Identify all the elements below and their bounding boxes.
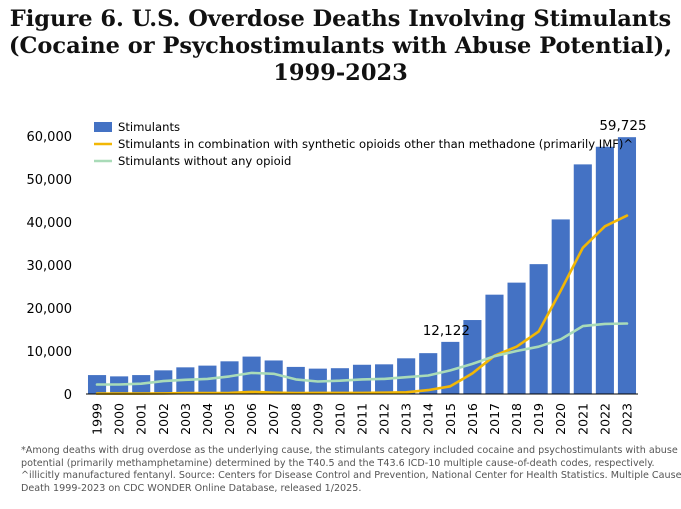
x-tick-label-2016: 2016 [465,403,480,435]
bar-2014 [419,353,438,394]
x-tick-label-2020: 2020 [553,403,568,435]
footnote: *Among deaths with drug overdose as the … [21,445,681,495]
legend-label-stimulants-in-combination-with-synthetic: Stimulants in combination with synthetic… [118,137,633,151]
chart-title: Figure 6. U.S. Overdose Deaths Involving… [0,6,681,87]
x-tick-label-2004: 2004 [200,403,215,435]
annotation-2023: 59,725 [599,118,646,134]
x-tick-label-2022: 2022 [597,403,612,435]
x-tick-label-2019: 2019 [531,403,546,435]
footnote-line-2: potential (primarily methamphetamine) de… [21,457,655,469]
y-tick-label-50000: 50,000 [27,173,73,188]
line-stimulants-without-any-opioid [95,322,629,386]
y-tick-label-0: 0 [64,388,72,403]
line-stimulants-in-combination-with-synthetic [95,214,629,395]
x-tick-label-2014: 2014 [421,403,436,435]
x-tick-label-1999: 1999 [90,403,105,435]
y-tick-label-20000: 20,000 [27,302,73,317]
bar-2018 [507,282,526,394]
y-axis: 0 10,000 20,000 30,000 40,000 50,000 60,000 [27,130,73,403]
bar-2007 [264,360,283,394]
x-tick-label-2002: 2002 [156,403,171,435]
legend-swatch-stimulants [94,122,112,132]
x-tick-label-2018: 2018 [509,403,524,435]
legend-label-stimulants: Stimulants [118,120,180,134]
bar-2006 [242,356,261,394]
bar-2021 [573,164,592,394]
y-tick-label-60000: 60,000 [27,130,73,145]
legend: Stimulants Stimulants in combination with… [94,120,633,168]
x-tick-label-2001: 2001 [134,403,149,435]
bar-2017 [485,294,504,394]
x-axis: 1999 2000 2001 2002 2003 2004 2005 2006 2007 2008… [86,393,638,435]
x-tick-label-2011: 2011 [355,403,370,435]
y-tick-label-40000: 40,000 [27,216,73,231]
x-tick-label-2023: 2023 [619,403,634,435]
x-tick-label-2003: 2003 [178,403,193,435]
footnote-line-4: Death 1999-2023 on CDC WONDER Online Dat… [21,482,362,494]
x-tick-label-2013: 2013 [399,403,414,435]
bar-2023 [617,137,637,394]
x-tick-label-2015: 2015 [443,403,458,435]
y-tick-label-10000: 10,000 [27,345,73,360]
x-tick-label-2008: 2008 [288,403,303,435]
legend-label-stimulants-without-any-opioid: Stimulants without any opioid [118,154,291,168]
title-line-2: (Cocaine or Psychostimulants with Abuse … [8,33,673,59]
x-tick-label-2006: 2006 [244,403,259,435]
x-tick-label-2021: 2021 [575,403,590,435]
x-tick-label-2012: 2012 [377,403,392,435]
y-tick-label-30000: 30,000 [27,259,73,274]
annotations: 12,122 59,725 [423,118,647,339]
stimulant-deaths-chart: 0 10,000 20,000 30,000 40,000 50,000 60,000 19… [27,118,647,435]
title-line-1: Figure 6. U.S. Overdose Deaths Involving… [9,6,672,32]
bar-2022 [595,146,614,394]
x-tick-label-2009: 2009 [310,403,325,435]
bar-2020 [551,219,570,394]
footnote-line-3: ^illicitly manufactured fentanyl. Source… [21,470,681,481]
x-tick-label-2007: 2007 [266,403,281,435]
x-tick-label-2005: 2005 [222,403,237,435]
x-tick-label-2010: 2010 [332,403,347,435]
x-tick-label-2000: 2000 [112,403,127,435]
bar-2015 [441,341,460,394]
x-tick-label-2017: 2017 [487,403,502,435]
lines-group [95,214,629,395]
bars-group [87,137,637,394]
title-line-3: 1999-2023 [273,60,408,86]
annotation-2015: 12,122 [423,323,470,339]
footnote-line-1: *Among deaths with drug overdose as the … [21,445,678,456]
